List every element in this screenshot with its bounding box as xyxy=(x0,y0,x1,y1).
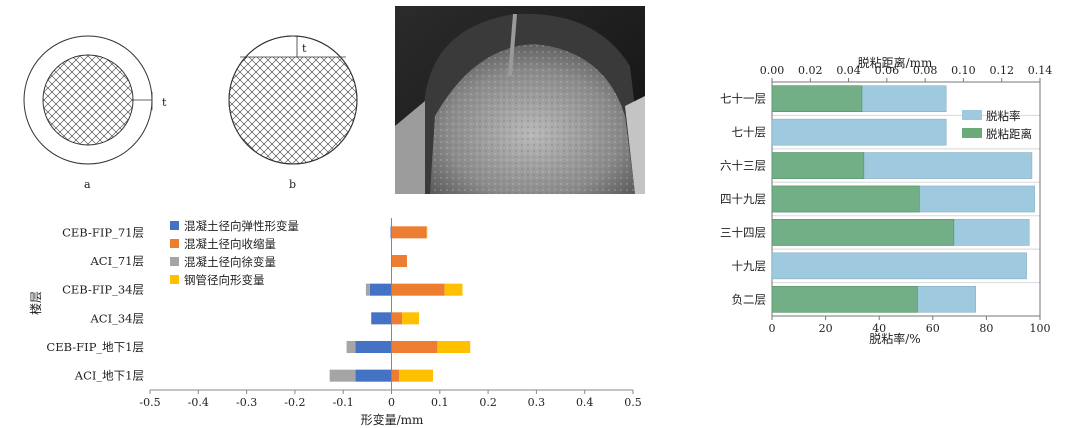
category-label: CEB-FIP_34层 xyxy=(62,283,144,297)
x2-tick-label: 0.06 xyxy=(875,64,900,77)
bar-segment xyxy=(329,369,356,382)
category-label: 六十三层 xyxy=(720,159,766,173)
bar-segment xyxy=(391,283,445,296)
category-label: ACI_地下1层 xyxy=(74,369,144,383)
bar-segment xyxy=(444,283,463,296)
section-a: t a xyxy=(23,35,167,191)
x-tick-label: 0.5 xyxy=(624,396,642,409)
category-label: CEB-FIP_地下1层 xyxy=(46,340,144,354)
bar-segment xyxy=(437,340,471,354)
x-tick-label: 0 xyxy=(388,396,395,409)
x-tick-label: 0.4 xyxy=(576,396,594,409)
bar-segment xyxy=(346,340,356,354)
x-tick-label: 20 xyxy=(819,322,833,335)
x2-tick-label: 0.08 xyxy=(913,64,938,77)
x-tick-label: -0.4 xyxy=(188,396,209,409)
category-label: 负二层 xyxy=(732,292,767,306)
x-tick-label: -0.3 xyxy=(236,396,257,409)
bar-debond-distance xyxy=(771,85,863,113)
category-label: 三十四层 xyxy=(720,225,766,239)
category-label: 七十层 xyxy=(732,125,767,139)
x-axis-label: 形变量/mm xyxy=(361,412,424,427)
legend-label: 混凝土径向徐变量 xyxy=(184,255,276,269)
x-tick-label: -0.5 xyxy=(139,396,160,409)
x2-tick-label: 0.10 xyxy=(951,64,976,77)
bar-segment xyxy=(355,340,392,354)
x-tick-label: 80 xyxy=(979,322,993,335)
bar-segment xyxy=(391,254,407,268)
bar-segment xyxy=(371,312,392,325)
bar-debond-rate xyxy=(771,118,947,146)
x-tick-label: 60 xyxy=(926,322,940,335)
category-label: ACI_71层 xyxy=(89,254,144,268)
t-label-a: t xyxy=(162,96,167,109)
bar-debond-distance xyxy=(771,152,865,179)
x2-tick-label: 0.12 xyxy=(989,64,1014,77)
category-label: CEB-FIP_71层 xyxy=(62,225,144,239)
t-label-b: t xyxy=(302,42,307,55)
y-axis-label: 楼层 xyxy=(28,291,43,315)
bar-segment xyxy=(426,226,428,239)
category-label: 四十九层 xyxy=(720,192,766,206)
bar-debond-distance xyxy=(771,285,918,313)
bar-segment xyxy=(391,340,438,354)
deformation-chart: -0.5 -0.4 -0.3 -0.2 -0.1 0 0.1 0.2 0.3 0.4 0.5 CEB-… xyxy=(28,218,642,427)
x-tick-label: 0.1 xyxy=(431,396,449,409)
legend-label: 混凝土径向弹性形变量 xyxy=(184,219,299,233)
x-tick-label: 40 xyxy=(872,322,886,335)
legend-swatch xyxy=(962,128,982,138)
section-b: t b xyxy=(228,35,358,191)
caption-a: a xyxy=(84,178,91,191)
caption-b: b xyxy=(289,178,296,191)
x2-tick-label: 0.00 xyxy=(760,64,785,77)
bar-debond-distance xyxy=(771,185,920,213)
legend-swatch xyxy=(170,239,179,248)
legend-swatch xyxy=(962,110,982,120)
x2-tick-label: 0.04 xyxy=(836,64,861,77)
category-label: 十九层 xyxy=(732,259,767,273)
category-label: 七十一层 xyxy=(720,92,766,106)
x-tick-label: 0.3 xyxy=(528,396,546,409)
bar-debond-rate xyxy=(771,252,1027,280)
cross-section-diagram: t a t b xyxy=(23,35,358,191)
legend-label: 钢管径向形变量 xyxy=(184,273,265,287)
legend-label: 脱粘距离 xyxy=(986,127,1032,141)
bar-segment xyxy=(391,369,400,382)
legend-swatch xyxy=(170,275,179,284)
bar-segment xyxy=(399,369,434,382)
x-tick-label: 0 xyxy=(769,322,776,335)
bar-segment xyxy=(355,369,392,382)
x-tick-label: -0.1 xyxy=(333,396,354,409)
x-tick-label: -0.2 xyxy=(284,396,305,409)
x-axis-label: 脱粘率/% xyxy=(869,331,920,346)
bar-segment xyxy=(365,283,370,296)
x2-tick-label: 0.14 xyxy=(1028,64,1053,77)
x2-axis-label: 脱粘距离/mm xyxy=(858,55,933,70)
legend-label: 脱粘率 xyxy=(986,109,1021,123)
x-tick-label: 100 xyxy=(1030,322,1051,335)
x2-tick-label: 0.02 xyxy=(798,64,823,77)
debonding-chart: 0 20 40 60 80 100 0.00 0.02 0.04 0.06 0.08 0.10 0.12… xyxy=(720,55,1053,346)
category-label: ACI_34层 xyxy=(89,311,144,325)
legend-swatch xyxy=(170,221,179,230)
section-photo xyxy=(395,6,645,194)
bar-debond-distance xyxy=(771,219,955,246)
bar-segment xyxy=(369,283,392,296)
legend-label: 混凝土径向收缩量 xyxy=(184,237,276,251)
bar-segment xyxy=(391,226,427,239)
bar-segment xyxy=(402,312,420,325)
x-tick-label: 0.2 xyxy=(479,396,497,409)
bar-segment xyxy=(391,312,403,325)
legend-swatch xyxy=(170,257,179,266)
